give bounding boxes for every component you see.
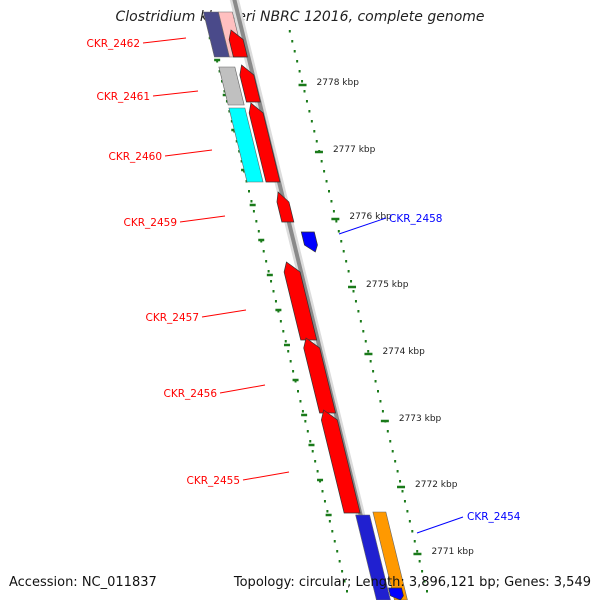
genome-stats-line: Topology: circular; Length: 3,896,121 bp… [234,575,591,590]
gene-arrow-ckr-2460 [248,102,281,183]
gene-leader-line [179,215,226,223]
length-label: ; Length: [346,575,409,590]
gene-leader-line [219,384,266,394]
accession-label: Accession: [9,575,82,590]
label-layer: 2778 kbp 2777 kbp 2776 kbp 2775 kbp 2774 kbp… [87,37,521,557]
gene-arrow-ckr-2459 [276,191,295,223]
gene-label: CKR_2457 [146,312,199,324]
gene-label: CKR_2461 [97,91,150,103]
scale-label: 2775 kbp [366,280,409,290]
gene-arrow-ckr-2458 [300,231,318,253]
gene-arrow-ckr-2454-tail [388,587,404,600]
scale-label: 2772 kbp [415,480,458,490]
scale-label: 2776 kbp [349,212,392,222]
scale-label: 2773 kbp [399,414,442,424]
gene-layer [228,29,404,600]
topology-label: Topology: [233,575,299,590]
gene-label: CKR_2455 [187,475,240,487]
gene-label: CKR_2454 [467,511,521,523]
scale-label: 2771 kbp [431,547,474,557]
scale-label: 2774 kbp [382,347,425,357]
gene-arrow-ckr-2461 [239,64,261,103]
outer-tick-track [288,30,428,593]
gene-label: CKR_2456 [164,388,218,400]
neighbor-box-blue [355,514,391,600]
gene-leader-line [152,90,199,97]
gene-leader-line [416,516,464,534]
gene-leader-line [338,217,387,235]
topology-value: circular [298,575,347,590]
accession-value: NC_011837 [81,575,157,590]
gene-arrow-ckr-2455 [320,409,361,514]
gene-arrow-ckr-2462 [228,29,248,58]
gene-leader-line [142,37,187,44]
length-value: 3,896,121 bp [408,575,496,590]
neighbor-box-orange [372,511,408,600]
scale-label: 2777 kbp [333,145,376,155]
neighbor-box-cyan [228,107,264,183]
genes-label: ; Genes: [495,575,554,590]
gene-label: CKR_2458 [389,213,442,225]
gene-label: CKR_2459 [124,217,177,229]
accession-line: Accession: NC_011837 [9,575,157,590]
scale-label: 2778 kbp [317,78,360,88]
gene-label: CKR_2462 [87,38,140,50]
neighbor-box-grey [218,66,245,106]
gene-label: CKR_2460 [109,151,162,163]
gene-leader-line [164,149,213,157]
genes-value: 3,549 [553,575,591,590]
tick-layer [208,30,428,593]
gene-leader-line [242,471,290,481]
gene-leader-line [201,309,247,318]
